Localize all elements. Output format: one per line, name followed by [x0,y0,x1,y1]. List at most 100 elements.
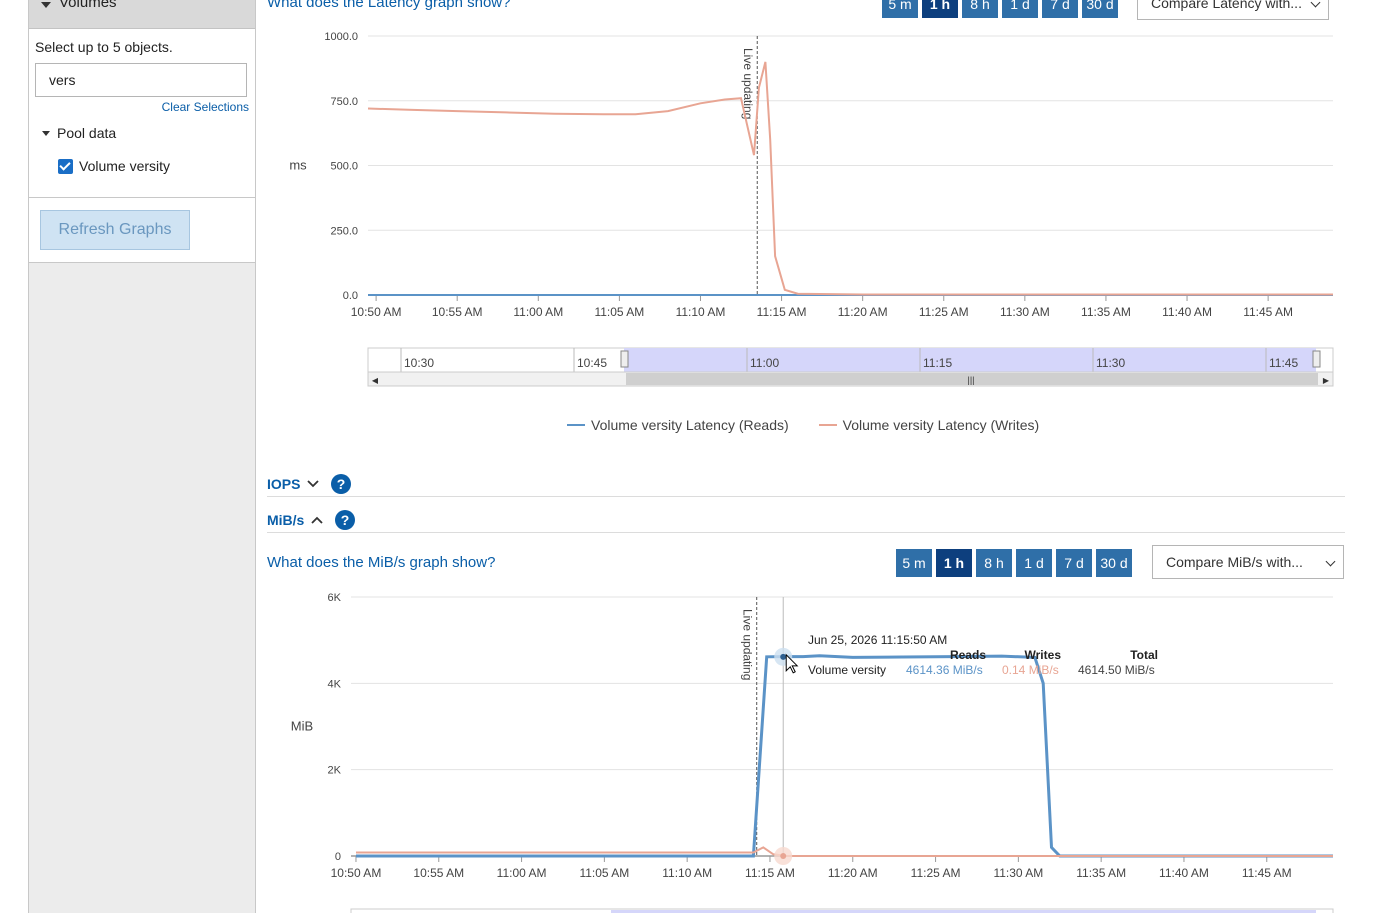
mibs-help-icon[interactable]: ? [335,510,355,530]
x-tick-label: 11:40 AM [1162,305,1212,319]
y-tick-label: 0 [335,851,341,863]
navigator-scroll-thumb [626,373,1318,385]
mibs-help-link[interactable]: What does the MiB/s graph show? [267,554,496,571]
y-tick-label: 250.0 [330,225,358,237]
tree-group-pool-data[interactable]: Pool data [57,125,117,141]
mibs-range-1h[interactable]: 1 h [936,549,972,577]
navigator-label: 11:15 [923,356,952,370]
refresh-area: Refresh Graphs [29,198,255,263]
iops-help-icon[interactable]: ? [331,474,351,494]
latency-range-1d[interactable]: 1 d [1002,0,1038,18]
x-tick-label: 11:00 AM [513,305,563,319]
x-tick-label: 11:05 AM [579,866,629,880]
search-input[interactable] [35,63,247,97]
x-tick-label: 10:55 AM [413,866,464,880]
refresh-graphs-button[interactable]: Refresh Graphs [40,210,190,250]
iops-section-toggle[interactable]: IOPS [267,476,319,492]
mibs-range-7d[interactable]: 7 d [1056,549,1092,577]
x-tick-label: 11:10 AM [662,866,712,880]
y-axis-label: ms [289,158,307,173]
live-updating-label: Live updating [741,48,755,119]
tooltip-header-writes: Writes [1025,648,1062,662]
chevron-up-icon [311,516,323,524]
x-tick-label: 11:10 AM [676,305,726,319]
x-tick-label: 11:20 AM [838,305,888,319]
x-tick-label: 11:40 AM [1159,866,1209,880]
navigator-handle-left [620,350,629,368]
x-tick-label: 11:30 AM [1000,305,1050,319]
compare-latency-select[interactable]: Compare Latency with... [1137,0,1329,20]
mibs-range-8h[interactable]: 8 h [976,549,1012,577]
tooltip-time: Jun 25, 2026 11:15:50 AM [808,633,947,647]
latency-help-link[interactable]: What does the Latency graph show? [267,0,511,11]
x-tick-label: 11:30 AM [993,866,1043,880]
hover-point-writes [780,853,787,859]
navigator-label: 11:00 [750,356,779,370]
latency-range-1h[interactable]: 1 h [922,0,958,18]
sidebar: Volumes Select up to 5 objects. Clear Se… [28,0,256,913]
x-tick-label: 11:05 AM [594,305,644,319]
selection-hint: Select up to 5 objects. [35,39,173,55]
navigator-label: 11:30 [1096,356,1125,370]
x-tick-label: 11:15 AM [757,305,807,319]
divider [267,532,1345,533]
tooltip-total-value: 4614.50 MiB/s [1078,663,1155,677]
arrow-right-icon: ▶ [1323,376,1330,385]
chevron-down-icon [1325,556,1336,567]
grip-icon: ||| [967,375,974,385]
tooltip-header-total: Total [1130,648,1158,662]
tree-item-volume[interactable]: Volume versity [79,158,171,174]
legend-writes[interactable]: Volume versity Latency (Writes) [842,417,1040,433]
x-tick-label: 10:55 AM [432,305,483,319]
x-tick-label: 11:15 AM [745,866,795,880]
legend-reads[interactable]: Volume versity Latency (Reads) [591,417,789,433]
volume-checkbox[interactable] [58,159,73,174]
legend-swatch-reads [567,424,585,426]
x-tick-label: 11:25 AM [919,305,969,319]
legend-swatch-writes [818,424,837,426]
y-tick-label: 750.0 [330,96,358,108]
mibs-chart[interactable]: 0 2K 4K 6K 10:50 AM 10:55 AM 11:00 AM 11:05 AM 1… [256,583,1356,913]
tooltip-row-label: Volume versity [808,663,886,677]
object-selector: Select up to 5 objects. Clear Selections… [29,29,255,198]
mibs-label: MiB/s [267,512,305,528]
hover-point-reads [780,653,787,660]
tooltip-reads-value: 4614.36 MiB/s [906,663,983,677]
navigator-selection [611,910,1316,913]
compare-mibs-select[interactable]: Compare MiB/s with... [1152,545,1344,579]
y-tick-label: 4K [328,678,342,690]
navigator-handle-right [1312,350,1321,368]
navigator-selection [624,348,1316,372]
y-tick-label: 1000.0 [324,31,358,43]
arrow-left-icon: ◀ [372,376,379,385]
compare-latency-value: Compare Latency with... [1151,0,1302,11]
y-tick-label: 2K [328,765,342,777]
latency-range-8h[interactable]: 8 h [962,0,998,18]
mibs-section-toggle[interactable]: MiB/s [267,512,323,528]
chevron-down-icon [1310,0,1321,8]
latency-range-7d[interactable]: 7 d [1042,0,1078,18]
mibs-range-1d[interactable]: 1 d [1016,549,1052,577]
mibs-range-30d[interactable]: 30 d [1096,549,1132,577]
y-tick-label: 0.0 [343,290,358,302]
live-updating-label: Live updating [741,609,755,680]
y-tick-label: 500.0 [330,161,358,173]
navigator-label: 11:45 [1269,356,1298,370]
x-tick-label: 11:45 AM [1243,305,1293,319]
latency-range-5m[interactable]: 5 m [882,0,918,18]
x-tick-label: 11:45 AM [1242,866,1292,880]
x-tick-label: 10:50 AM [351,305,402,319]
latency-chart[interactable]: 0.0 250.0 500.0 750.0 1000.0 10:50 AM 10:55 AM… [256,20,1356,400]
latency-legend: Volume versity Latency (Reads) Volume ve… [567,417,1039,433]
clear-selections-link[interactable]: Clear Selections [161,100,249,114]
compare-mibs-value: Compare MiB/s with... [1166,554,1303,570]
caret-down-icon[interactable] [42,131,50,136]
iops-label: IOPS [267,476,301,492]
x-tick-label: 11:35 AM [1076,866,1126,880]
x-tick-label: 10:50 AM [331,866,382,880]
mibs-range-5m[interactable]: 5 m [896,549,932,577]
latency-range-30d[interactable]: 30 d [1082,0,1118,18]
volumes-panel-header[interactable]: Volumes [29,0,255,29]
